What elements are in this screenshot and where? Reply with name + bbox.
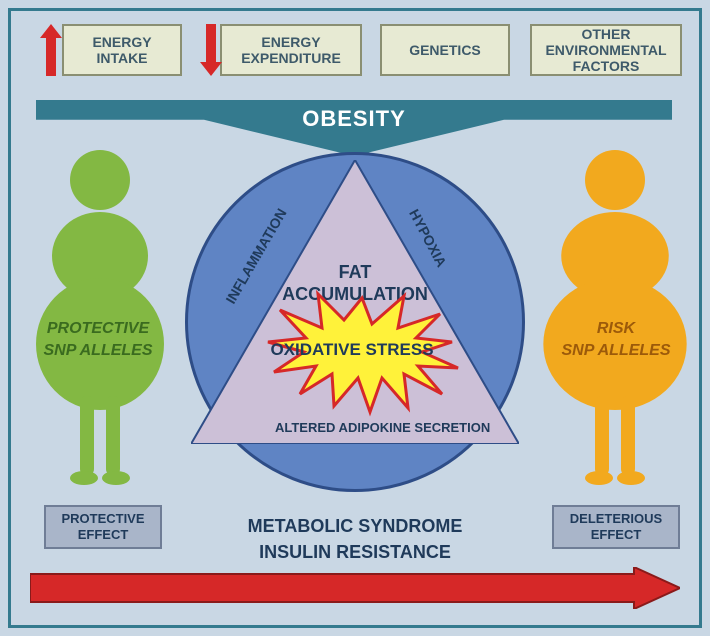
gradient-arrow-icon <box>30 567 680 609</box>
person-left <box>30 146 170 486</box>
person-right-label2: SNP ALLELES <box>526 342 706 360</box>
diagram-canvas: ENERGYINTAKE ENERGYEXPENDITURE GENETICS OTH… <box>0 0 710 636</box>
protective-effect-box-line2: EFFECT <box>78 527 129 543</box>
factor-box-3: OTHERENVIRONMENTALFACTORS <box>530 24 682 76</box>
oxidative-stress-starburst: OXIDATIVE STRESS <box>244 280 460 424</box>
protective-effect-box-line1: PROTECTIVE <box>61 511 144 527</box>
metabolic-syndrome-label: METABOLIC SYNDROME <box>195 516 515 537</box>
up-arrow-icon <box>40 24 62 76</box>
deleterious-effect-box-line1: DELETERIOUS <box>570 511 662 527</box>
deleterious-effect-box: DELETERIOUSEFFECT <box>552 505 680 549</box>
protective-effect-box: PROTECTIVEEFFECT <box>44 505 162 549</box>
person-right-label1: RISK <box>526 320 706 338</box>
factor-box-1: ENERGYEXPENDITURE <box>220 24 362 76</box>
down-arrow-icon <box>200 24 222 76</box>
person-left-label2: SNP ALLELES <box>8 342 188 360</box>
factor-box-2: GENETICS <box>380 24 510 76</box>
insulin-resistance-label: INSULIN RESISTANCE <box>195 542 515 563</box>
obesity-label: OBESITY <box>36 106 672 132</box>
deleterious-effect-box-line2: EFFECT <box>591 527 642 543</box>
oxidative-stress-label: OXIDATIVE STRESS <box>244 340 460 360</box>
person-right <box>540 146 690 486</box>
person-left-label1: PROTECTIVE <box>8 320 188 338</box>
factor-box-0: ENERGYINTAKE <box>62 24 182 76</box>
